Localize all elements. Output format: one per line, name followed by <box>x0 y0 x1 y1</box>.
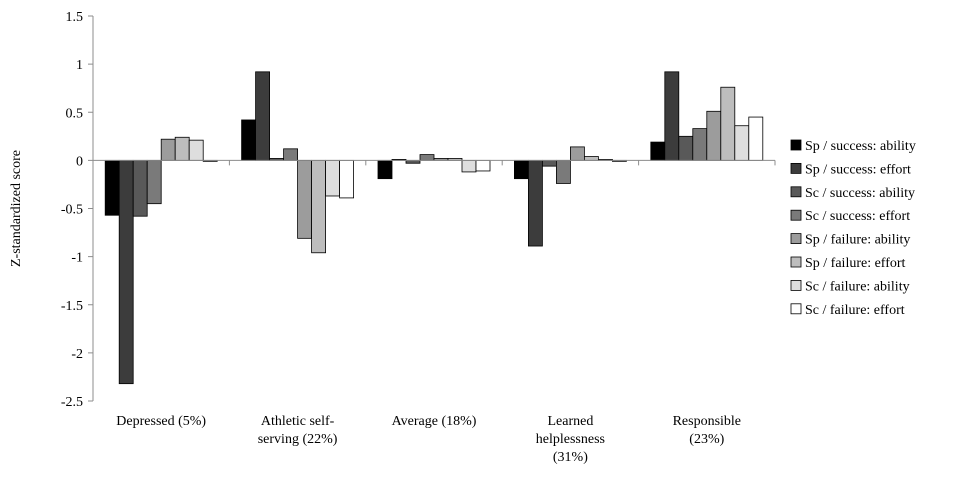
legend-label: Sc / success: ability <box>805 186 915 201</box>
x-tick-label: Depressed (5%) <box>116 414 206 429</box>
bar <box>283 148 299 161</box>
bar <box>118 159 134 385</box>
bar <box>584 156 599 161</box>
bar <box>556 159 571 184</box>
legend-label: Sc / failure: effort <box>805 303 905 318</box>
bar <box>678 135 694 161</box>
y-tick-label: -2 <box>71 347 83 362</box>
bar <box>132 159 148 217</box>
legend-swatch <box>790 139 802 151</box>
bar <box>720 86 736 161</box>
bar <box>461 159 477 173</box>
x-tick-label: Learned helplessness (31%) <box>536 414 605 465</box>
legend-label: Sp / failure: effort <box>805 256 906 271</box>
bar <box>475 159 491 172</box>
bar <box>255 71 271 161</box>
bar <box>241 119 257 161</box>
x-tick-label: Average (18%) <box>392 414 477 429</box>
bar <box>160 138 176 161</box>
bar <box>650 141 666 161</box>
bar <box>664 71 680 161</box>
legend-swatch <box>790 303 802 315</box>
bar <box>528 159 543 247</box>
x-tick-label: Responsible (23%) <box>673 414 741 447</box>
bar <box>570 146 585 161</box>
legend-swatch <box>790 186 802 198</box>
y-tick-label: -2.5 <box>61 395 83 410</box>
bar <box>419 154 435 161</box>
legend-swatch <box>790 279 802 291</box>
legend-label: Sp / failure: ability <box>805 233 910 248</box>
y-axis: 1.5 1 0.5 0 -0.5 -1 -1.5 -2 -2.5 <box>61 10 94 410</box>
bar <box>297 159 313 239</box>
bar <box>734 125 750 161</box>
bar <box>692 128 708 161</box>
legend-swatch <box>790 233 802 245</box>
y-axis-label: Z-standardized score <box>9 150 24 267</box>
y-tick-label: -1.5 <box>61 299 83 314</box>
y-tick-label: 1 <box>76 58 83 73</box>
x-axis: Depressed (5%) Athletic self-serving (22%… <box>92 159 776 465</box>
y-tick-label: -0.5 <box>61 203 83 218</box>
bar <box>104 159 120 216</box>
bar <box>146 159 162 205</box>
y-tick-label: 0.5 <box>66 106 84 121</box>
y-tick-label: 1.5 <box>66 10 84 25</box>
bar <box>311 159 327 254</box>
legend: Sp / success: ability Sp / success: effor… <box>790 139 916 318</box>
bar <box>706 110 722 161</box>
bar <box>174 136 190 161</box>
legend-label: Sp / success: ability <box>805 139 916 154</box>
bar <box>339 159 355 199</box>
x-tick-label: Athletic self-serving (22%) <box>258 414 338 447</box>
bar <box>542 159 557 167</box>
legend-swatch <box>790 256 802 268</box>
legend-label: Sp / success: effort <box>805 162 911 177</box>
bar <box>188 139 204 161</box>
bar <box>377 159 393 180</box>
y-tick-label: 0 <box>76 154 83 169</box>
bar <box>325 159 341 197</box>
legend-swatch <box>790 209 802 221</box>
legend-label: Sc / success: effort <box>805 209 910 224</box>
legend-swatch <box>790 162 802 174</box>
legend-label: Sc / failure: ability <box>805 279 910 294</box>
bars <box>104 71 764 385</box>
y-tick-label: -1 <box>71 251 83 266</box>
bar <box>748 116 764 161</box>
bar <box>514 159 529 180</box>
